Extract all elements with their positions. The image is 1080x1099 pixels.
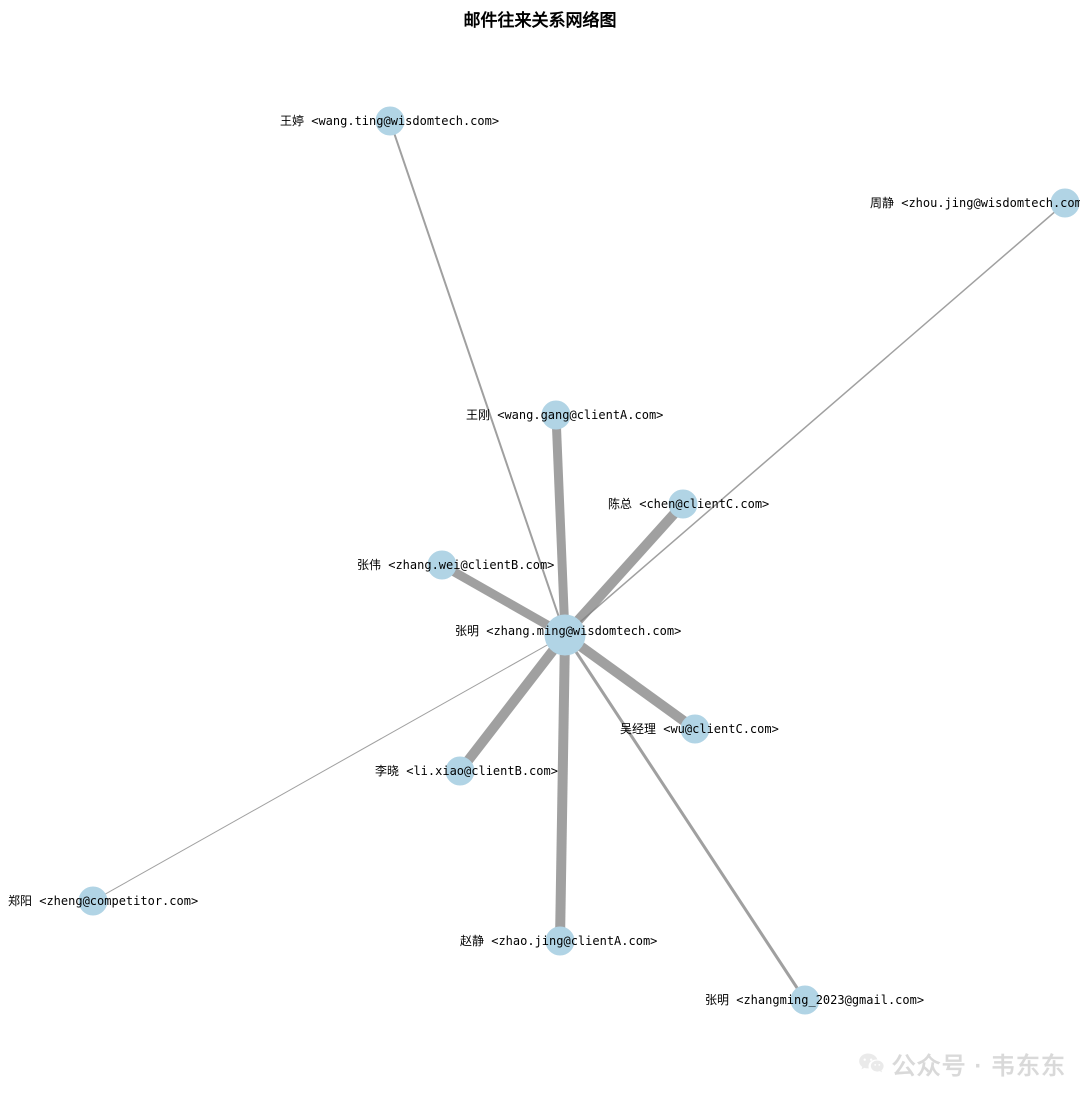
- wechat-icon: [858, 1050, 886, 1078]
- node-label: 张明 <zhangming_2023@gmail.com>: [705, 993, 924, 1007]
- node-label: 吴经理 <wu@clientC.com>: [620, 722, 779, 736]
- node-label: 周静 <zhou.jing@wisdomtech.com>: [870, 196, 1080, 210]
- node-label: 张伟 <zhang.wei@clientB.com>: [357, 558, 554, 572]
- edge: [565, 504, 683, 635]
- chart-container: 邮件往来关系网络图 张明 <zhang.ming@wisdomtech.com>…: [0, 0, 1080, 1099]
- node-label: 陈总 <chen@clientC.com>: [608, 496, 769, 511]
- watermark-text: 公众号 · 韦东东: [892, 1046, 1066, 1081]
- node-label: 王刚 <wang.gang@clientA.com>: [466, 408, 663, 422]
- nodes-layer: [79, 107, 1079, 1014]
- network-graph: 张明 <zhang.ming@wisdomtech.com> 王婷 <wang.t…: [0, 0, 1080, 1099]
- watermark: 公众号 · 韦东东: [858, 1046, 1066, 1081]
- edge: [556, 415, 565, 635]
- node-label: 郑阳 <zheng@competitor.com>: [8, 893, 198, 908]
- edges-layer: [93, 121, 1065, 1000]
- node-label: 王婷 <wang.ting@wisdomtech.com>: [280, 113, 499, 128]
- node-label: 赵静 <zhao.jing@clientA.com>: [460, 934, 657, 948]
- node-label: 张明 <zhang.ming@wisdomtech.com>: [455, 624, 681, 638]
- edge: [560, 635, 565, 941]
- labels-layer: 张明 <zhang.ming@wisdomtech.com> 王婷 <wang.t…: [8, 113, 1080, 1007]
- edge: [460, 635, 565, 771]
- edge: [565, 635, 695, 729]
- node-label: 李晓 <li.xiao@clientB.com>: [375, 763, 558, 778]
